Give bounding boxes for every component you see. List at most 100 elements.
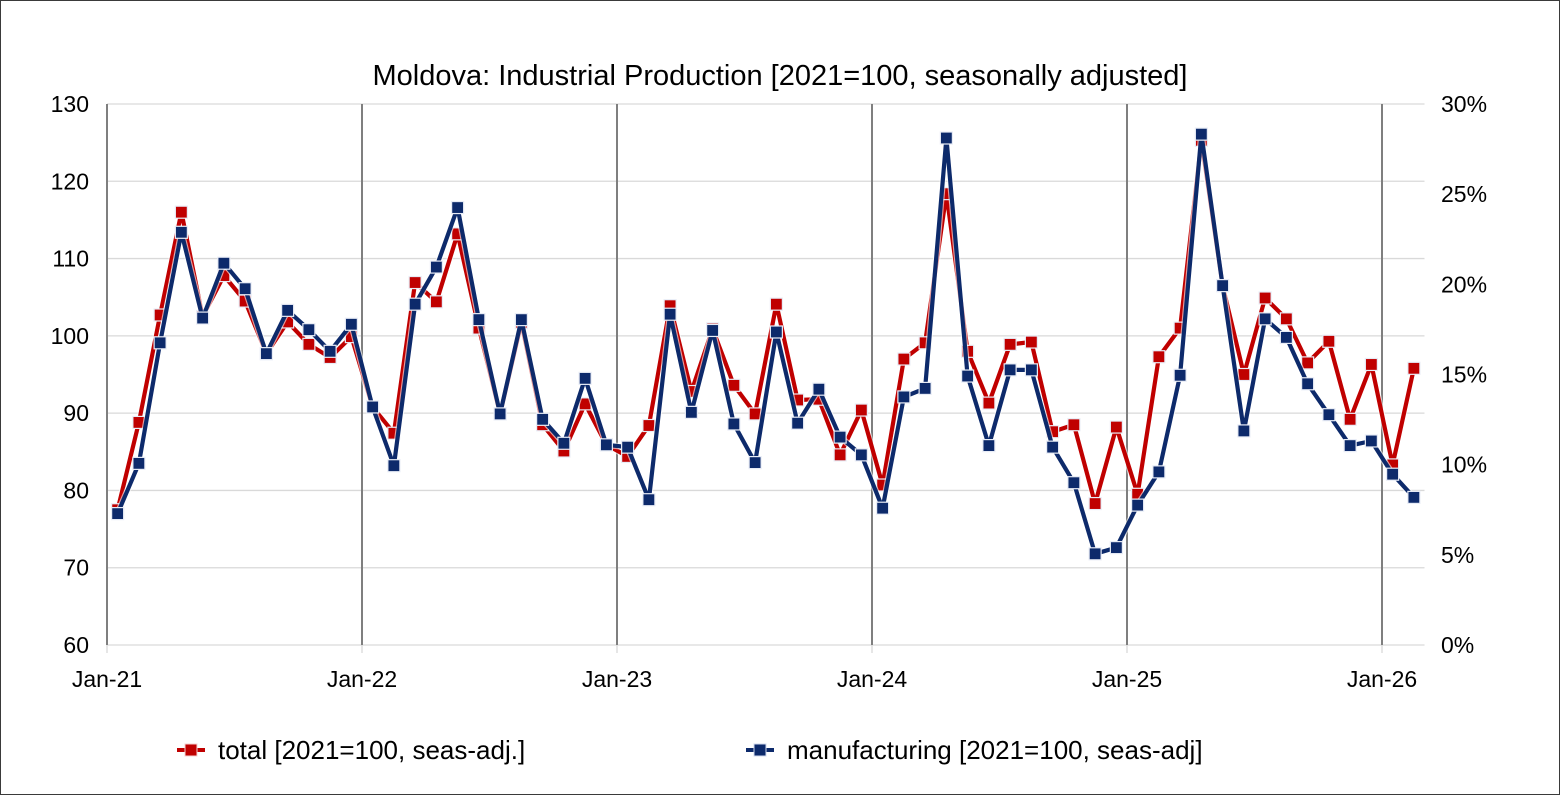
data-point <box>514 313 528 327</box>
data-point <box>812 382 826 396</box>
data-point <box>642 418 656 433</box>
data-point <box>1258 291 1272 305</box>
data-point <box>387 459 401 473</box>
data-point <box>1046 440 1060 454</box>
series-group <box>111 127 1421 561</box>
data-point <box>1109 541 1123 555</box>
legend: total [2021=100, seas-adj.] manufacturin… <box>177 735 1203 765</box>
y2-tick-label: 0% <box>1441 632 1474 658</box>
data-point <box>854 403 868 417</box>
x-tick-label: Jan-23 <box>582 666 652 692</box>
data-point <box>153 336 167 350</box>
legend-marker-total <box>184 743 198 757</box>
data-point <box>238 282 252 296</box>
data-point <box>1088 496 1102 511</box>
y-tick-label: 80 <box>63 477 89 503</box>
data-point <box>1024 363 1038 377</box>
data-point <box>132 456 146 470</box>
data-point <box>1386 467 1400 481</box>
y2-tick-label: 25% <box>1441 181 1487 207</box>
data-point <box>621 440 635 454</box>
data-point <box>1364 357 1378 372</box>
y-tick-label: 130 <box>51 91 89 117</box>
data-point <box>1131 498 1145 512</box>
data-point <box>599 438 613 452</box>
data-point <box>259 347 273 361</box>
y2-tick-label: 20% <box>1441 271 1487 297</box>
data-point <box>748 456 762 470</box>
legend-item-total[interactable]: total [2021=100, seas-adj.] <box>177 735 525 765</box>
data-point <box>1173 368 1187 382</box>
y2-tick-label: 15% <box>1441 362 1487 388</box>
legend-marker-manufacturing <box>753 743 767 757</box>
gridlines <box>107 103 1425 646</box>
data-point <box>1152 465 1166 479</box>
data-point <box>769 297 783 311</box>
data-point <box>982 396 996 410</box>
data-point <box>1067 476 1081 490</box>
x-tick-label: Jan-25 <box>1092 666 1162 692</box>
data-point <box>1088 547 1102 561</box>
data-point <box>323 344 337 358</box>
data-point <box>578 371 592 385</box>
data-point <box>642 493 656 507</box>
data-point <box>1067 418 1081 432</box>
data-point <box>366 400 380 414</box>
y-tick-label: 100 <box>51 323 89 349</box>
data-point <box>1194 127 1208 141</box>
chart-title: Moldova: Industrial Production [2021=100… <box>373 60 1188 92</box>
data-point <box>1343 439 1357 453</box>
data-point <box>1407 490 1421 504</box>
year-divider-lines <box>106 104 1383 653</box>
data-point <box>663 307 677 321</box>
data-point <box>429 260 443 274</box>
data-point <box>429 295 443 309</box>
y2-tick-label: 5% <box>1441 542 1474 568</box>
data-point <box>1024 335 1038 349</box>
legend-label-total: total [2021=100, seas-adj.] <box>218 735 525 765</box>
data-point <box>1343 412 1357 426</box>
data-point <box>833 430 847 444</box>
data-point <box>727 417 741 431</box>
legend-item-manufacturing[interactable]: manufacturing [2021=100, seas-adj] <box>746 735 1203 765</box>
data-point <box>408 297 422 311</box>
right-axis-ticks: 0% 5% 10% 15% 20% 25% 30% <box>1441 91 1487 658</box>
data-point <box>1301 377 1315 391</box>
data-point <box>1279 312 1293 326</box>
data-point <box>1407 361 1421 375</box>
data-point <box>897 390 911 404</box>
data-point <box>1237 424 1251 438</box>
data-point <box>1003 337 1017 351</box>
data-point <box>1279 330 1293 345</box>
data-point <box>684 405 698 419</box>
y-tick-label: 70 <box>63 555 89 581</box>
data-point <box>1152 350 1166 364</box>
data-point <box>281 303 295 317</box>
data-point <box>111 507 125 521</box>
left-axis-ticks: 60 70 80 90 100 110 120 130 <box>51 91 89 658</box>
data-point <box>451 200 465 215</box>
data-point <box>408 275 422 290</box>
data-point <box>174 205 188 219</box>
data-point <box>854 448 868 462</box>
data-point <box>833 448 847 462</box>
data-point <box>769 325 783 339</box>
y-tick-label: 90 <box>63 400 89 426</box>
data-point <box>493 407 507 421</box>
data-point <box>557 436 571 450</box>
data-point <box>472 313 486 327</box>
x-tick-label: Jan-26 <box>1347 666 1417 692</box>
data-point <box>344 317 358 331</box>
data-point <box>217 256 231 270</box>
data-point <box>302 337 316 351</box>
legend-label-manufacturing: manufacturing [2021=100, seas-adj] <box>787 735 1203 765</box>
x-axis-ticks: Jan-21 Jan-22 Jan-23 Jan-24 Jan-25 Jan-26 <box>72 666 1417 692</box>
y-tick-label: 120 <box>51 168 89 194</box>
data-point <box>1237 367 1251 382</box>
x-tick-label: Jan-22 <box>327 666 397 692</box>
data-point <box>897 352 911 366</box>
y-tick-label: 110 <box>52 246 89 272</box>
data-point <box>302 323 316 337</box>
